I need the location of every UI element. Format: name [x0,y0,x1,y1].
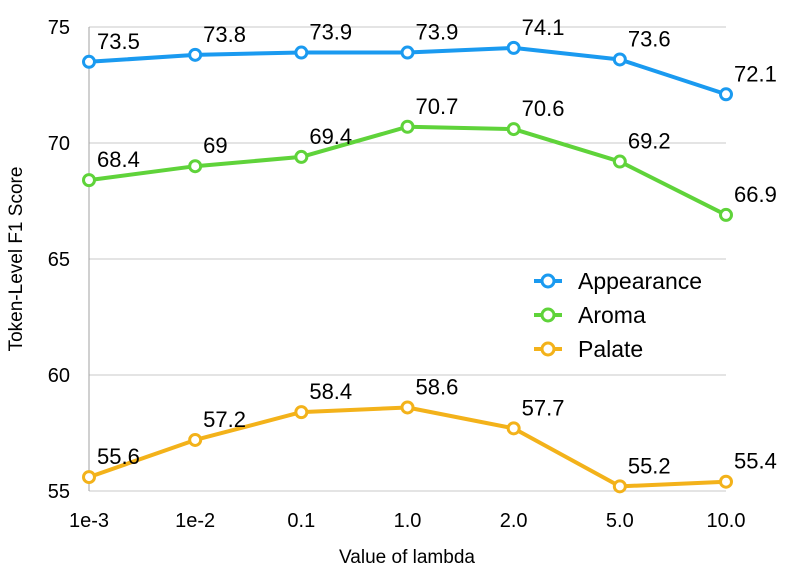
y-tick-label: 75 [48,17,70,39]
data-labels: 73.5 73.8 73.9 73.9 74.1 73.6 72.1 68.4 69 69.4 70… [97,15,777,478]
data-label: 55.2 [628,453,671,478]
data-point [612,154,627,169]
data-point [719,474,733,489]
data-point [400,45,415,60]
legend-label: Palate [578,336,643,362]
data-point [506,122,521,137]
data-point [719,87,733,102]
gridlines [89,26,726,492]
data-point [719,207,733,222]
legend: Appearance Aroma Palate [534,268,702,362]
data-label: 55.6 [97,444,140,469]
x-axis-title: Value of lambda [339,547,475,568]
legend-marker [540,273,556,289]
data-point [506,40,521,55]
data-point [82,470,96,485]
data-label: 74.1 [522,15,565,40]
y-tick-label: 65 [48,249,70,271]
legend-marker [540,307,556,323]
data-point [612,479,627,494]
data-label: 69.4 [309,124,352,149]
data-point [82,173,96,188]
data-point [294,405,309,420]
data-point [506,421,521,436]
data-label: 72.1 [734,61,777,86]
data-point [612,52,627,67]
x-tick-label: 1.0 [394,510,422,532]
axes: 55 60 65 70 75 1e-3 1e-2 0.1 1.0 2.0 5.0 10.0 [48,17,746,532]
data-label: 73.6 [628,26,671,51]
data-point [400,119,415,134]
data-point [294,45,309,60]
data-label: 58.6 [416,374,459,399]
data-label: 57.7 [522,395,565,420]
data-label: 69.2 [628,129,671,154]
x-tick-label: 0.1 [287,510,315,532]
y-tick-label: 60 [48,365,70,387]
series-group [82,40,733,494]
data-label: 73.9 [416,20,459,45]
data-label: 57.2 [203,407,246,432]
legend-label: Aroma [578,302,646,328]
data-point [188,47,203,62]
data-label: 73.8 [203,22,246,47]
data-label: 66.9 [734,182,777,207]
data-label: 73.9 [309,20,352,45]
data-label: 70.7 [416,94,459,119]
y-tick-label: 55 [48,481,70,503]
data-label: 68.4 [97,147,140,172]
x-tick-label: 2.0 [500,510,528,532]
legend-marker [540,341,556,357]
data-label: 69 [203,133,227,158]
data-label: 73.5 [97,29,140,54]
data-point [82,54,96,69]
data-point [188,159,203,174]
x-tick-label: 5.0 [606,510,634,532]
y-tick-label: 70 [48,133,70,155]
data-label: 55.4 [734,449,777,474]
data-label: 70.6 [522,96,565,121]
legend-label: Appearance [578,268,702,294]
data-label: 58.4 [309,379,352,404]
x-tick-label: 1e-2 [175,510,215,532]
x-tick-label: 10.0 [707,510,746,532]
data-point [188,432,203,447]
data-point [294,149,309,164]
data-point [400,400,415,415]
y-axis-title: Token-Level F1 Score [6,167,27,352]
x-tick-label: 1e-3 [69,510,109,532]
